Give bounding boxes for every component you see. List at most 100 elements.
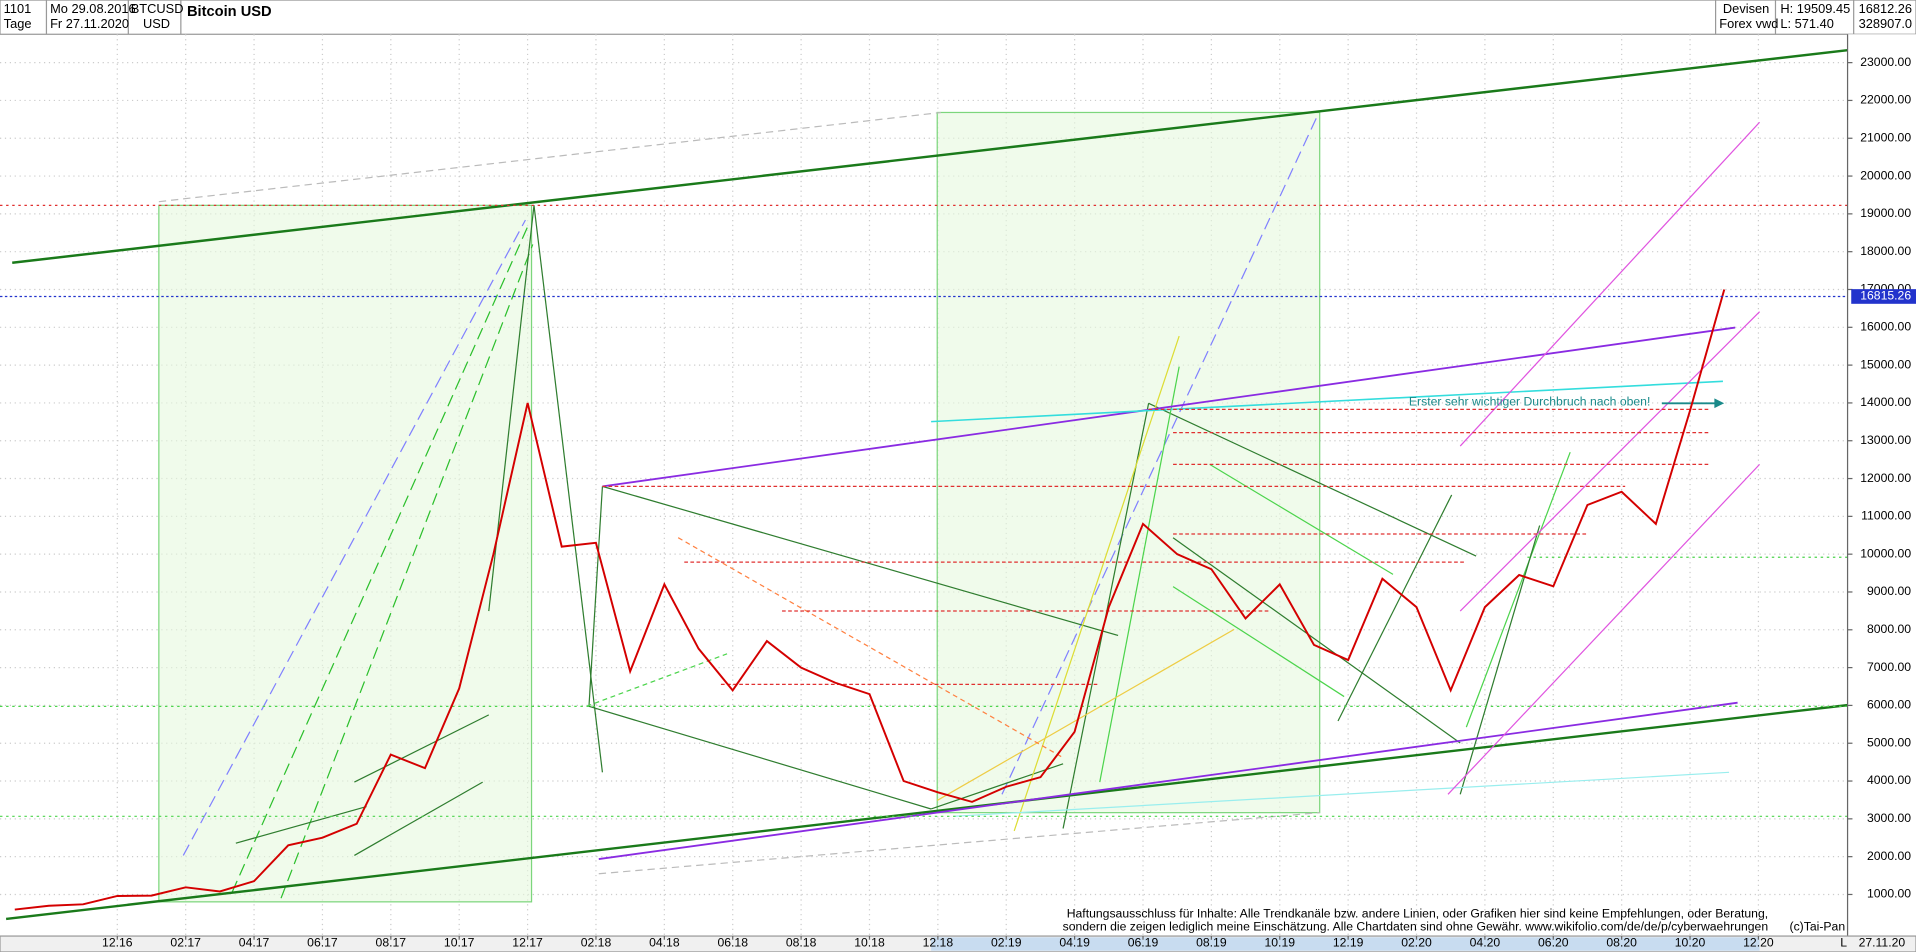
trend-line — [588, 705, 932, 810]
y-tick-label: 7000.00 — [1867, 660, 1911, 674]
y-tick-label: 21000.00 — [1860, 130, 1911, 144]
trend-line — [1172, 537, 1461, 744]
x-tick-label: 10.18 — [854, 936, 885, 950]
range-highlight — [931, 937, 1760, 951]
trend-line — [1209, 463, 1394, 575]
x-tick-label: 02.18 — [581, 936, 612, 950]
x-tick-label: 04.18 — [649, 936, 680, 950]
trend-line — [1337, 494, 1453, 722]
currency: USD — [143, 16, 170, 31]
trend-line — [936, 628, 1235, 801]
trend-line — [1172, 586, 1345, 698]
last: 16812.26 — [1859, 1, 1913, 16]
chart-title: Bitcoin USD — [187, 4, 272, 20]
y-tick-label: 6000.00 — [1867, 698, 1911, 712]
trend-line — [354, 781, 483, 856]
x-tick-label: 12.20 — [1743, 936, 1774, 950]
trend-line — [354, 714, 490, 783]
x-tick-label: 06.19 — [1128, 936, 1159, 950]
trend-line — [1459, 121, 1761, 447]
y-tick-label: 11000.00 — [1861, 509, 1911, 523]
x-tick-label: 12.18 — [923, 936, 954, 950]
x-tick-label: 10.17 — [444, 936, 475, 950]
trend-line — [235, 805, 367, 844]
y-axis-area — [1847, 34, 1916, 937]
y-tick-label: 2000.00 — [1867, 849, 1911, 863]
header: 1101 Tage Mo 29.08.2016 Fr 27.11.2020 BT… — [0, 0, 1916, 35]
price-line — [14, 289, 1726, 911]
y-tick-label: 9000.00 — [1867, 584, 1911, 598]
trend-line — [5, 703, 1848, 921]
x-tick-label: 04.19 — [1059, 936, 1090, 950]
trend-line — [280, 244, 534, 899]
zone — [936, 111, 1321, 814]
date-to: Fr 27.11.2020 — [50, 16, 129, 31]
y-tick-label: 10000.00 — [1860, 546, 1911, 560]
trend-line — [1459, 311, 1761, 612]
trend-line — [602, 485, 1119, 637]
y-tick-label: 23000.00 — [1860, 55, 1911, 69]
y-tick-label: 8000.00 — [1867, 622, 1911, 636]
annotation: Erster sehr wichtiger Durchbruch nach ob… — [1409, 394, 1650, 408]
y-tick-label: 15000.00 — [1860, 357, 1911, 371]
trend-line — [1447, 463, 1761, 795]
x-tick-label: 12.16 — [102, 936, 133, 950]
symbol: BTCUSD — [131, 1, 184, 16]
scale-mode[interactable]: L — [1840, 936, 1847, 950]
disclaimer: Haftungsausschluss für Inhalte: Alle Tre… — [1067, 906, 1768, 920]
x-tick-label: 08.18 — [786, 936, 817, 950]
trend-line — [1099, 366, 1180, 783]
trend-line — [1148, 402, 1477, 557]
last-price-label: 16815.26 — [1860, 289, 1911, 303]
y-tick-label: 12000.00 — [1860, 471, 1911, 485]
trend-line — [1013, 335, 1180, 832]
copyright: (c)Tai-Pan — [1790, 920, 1846, 934]
high: H: 19509.45 — [1780, 1, 1850, 16]
x-tick-label: 02.17 — [170, 936, 201, 950]
y-tick-label: 14000.00 — [1860, 395, 1911, 409]
trend-line — [930, 763, 1064, 810]
trend-line — [588, 486, 604, 707]
trend-line — [231, 225, 529, 893]
low: L: 571.40 — [1780, 16, 1834, 31]
trend-line — [598, 812, 1320, 875]
trend-line — [677, 537, 1064, 759]
y-tick-label: 16000.00 — [1860, 320, 1911, 334]
plot — [0, 289, 1848, 911]
period[interactable]: Tage — [4, 16, 32, 31]
y-tick-label: 22000.00 — [1860, 93, 1911, 107]
y-tick-label: 20000.00 — [1860, 168, 1911, 182]
x-tick-label: 08.19 — [1196, 936, 1227, 950]
x-tick-label: 08.20 — [1606, 936, 1637, 950]
trend-line — [182, 219, 526, 856]
trend-line — [602, 326, 1736, 488]
x-tick-label: 08.17 — [376, 936, 407, 950]
x-tick-label: 06.20 — [1538, 936, 1569, 950]
trend-line — [1465, 451, 1571, 728]
trend-line — [158, 111, 941, 203]
x-tick-label: 04.20 — [1470, 936, 1501, 950]
x-tick-label: 02.20 — [1401, 936, 1432, 950]
trend-line — [1459, 525, 1541, 795]
y-tick-label: 4000.00 — [1867, 773, 1911, 787]
x-tick-label: 12.17 — [512, 936, 543, 950]
header-bar — [0, 0, 1916, 35]
last-price-box — [1851, 289, 1916, 304]
volume: 328907.0 — [1859, 16, 1913, 31]
y-tick-label: 19000.00 — [1860, 206, 1911, 220]
end-date: 27.11.20 — [1859, 936, 1906, 950]
x-tick-label: 12.19 — [1333, 936, 1364, 950]
x-tick-label: 02.19 — [991, 936, 1022, 950]
y-tick-label: 5000.00 — [1867, 735, 1911, 749]
x-tick-label: 06.17 — [307, 936, 338, 950]
arrow-head — [1714, 398, 1725, 409]
x-tick-label: 10.20 — [1675, 936, 1706, 950]
x-tick-label: 10.19 — [1264, 936, 1295, 950]
y-tick-label: 1000.00 — [1867, 887, 1911, 901]
chart-id[interactable]: 1101 — [4, 1, 32, 16]
x-tick-label: 06.18 — [717, 936, 748, 950]
trend-line — [1001, 115, 1318, 795]
disclaimer: sondern die zeigen lediglich meine Einsc… — [1063, 920, 1769, 934]
